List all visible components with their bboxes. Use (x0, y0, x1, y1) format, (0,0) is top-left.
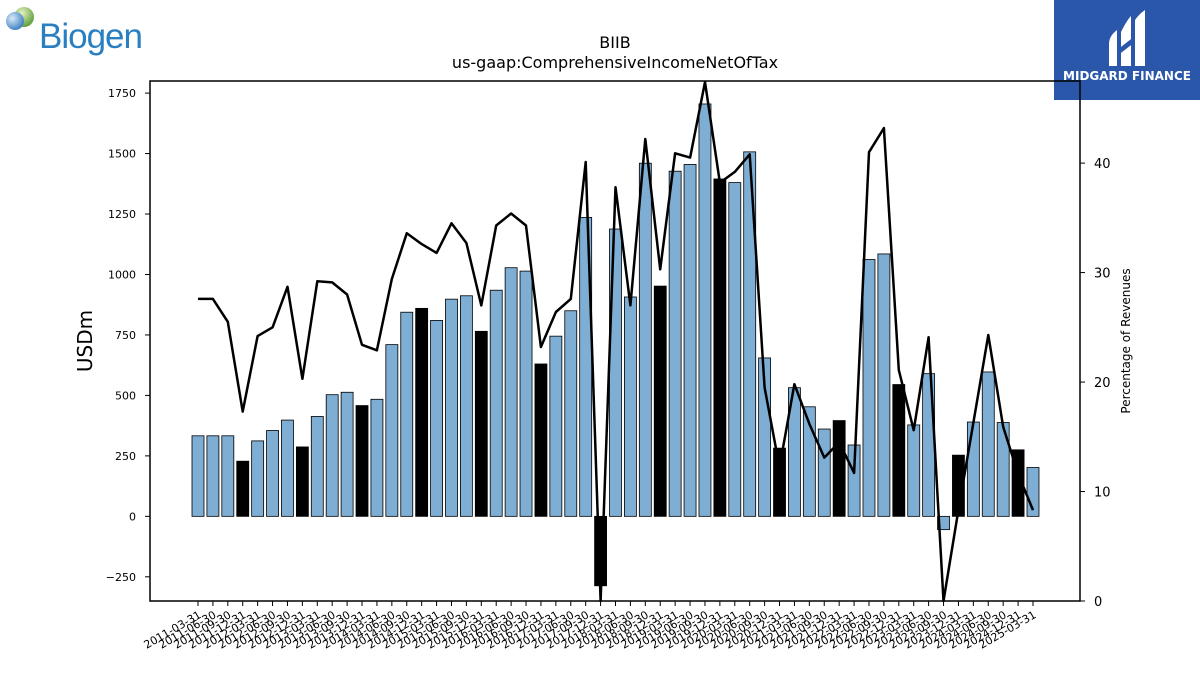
y-axis-ticks: −250 0 250 500 750 1000 1250 1500 1750 (106, 87, 150, 584)
bar (385, 344, 399, 517)
y2-tick-label: 0 (1094, 595, 1102, 610)
bar (937, 515, 950, 531)
bar (683, 164, 697, 517)
bar (221, 435, 235, 517)
y2-tick-label: 20 (1094, 376, 1111, 391)
y2-tick-label: 40 (1094, 157, 1111, 172)
bar (519, 270, 533, 517)
y2-tick-label: 30 (1094, 267, 1111, 282)
bar (549, 335, 563, 517)
bar (892, 384, 906, 517)
bar (459, 295, 473, 517)
bar (340, 391, 354, 517)
y-tick-label: 0 (129, 510, 136, 523)
bar (743, 151, 757, 517)
bar (251, 440, 265, 517)
midgard-finance-badge: MIDGARD FINANCE (1054, 0, 1200, 100)
plot-frame (149, 80, 1081, 602)
bar (773, 447, 786, 517)
bar (415, 307, 429, 517)
bar (832, 420, 846, 517)
y-tick-label: 1000 (108, 268, 136, 281)
bar (236, 460, 250, 517)
bar (281, 419, 294, 517)
y-tick-label: 500 (115, 389, 136, 402)
bar (206, 435, 220, 517)
bar (504, 267, 518, 517)
bar (981, 371, 995, 517)
bar (534, 363, 548, 517)
bar (624, 296, 637, 517)
bar (907, 424, 921, 517)
biogen-logo: Biogen (4, 4, 154, 56)
percentage-line (198, 80, 1035, 603)
y2-tick-label: 10 (1094, 486, 1111, 501)
y-tick-label: 250 (115, 450, 136, 463)
bar (653, 285, 667, 517)
bar (400, 311, 414, 517)
bar (713, 178, 727, 517)
badge-label: MIDGARD FINANCE (1063, 69, 1191, 83)
midgard-logo-icon (1109, 10, 1145, 66)
bar (430, 320, 443, 517)
bar (445, 298, 458, 517)
bar (638, 162, 652, 517)
bar (817, 428, 831, 517)
x-axis-ticks: 2011-03-312011-06-302011-09-302011-12-31… (142, 601, 1039, 652)
chart-title: BIIB (599, 33, 630, 52)
bar (325, 394, 339, 517)
bar (564, 310, 578, 517)
bar (728, 182, 742, 517)
bar (802, 406, 816, 517)
y2-axis-ticks: 0 10 20 30 40 (1080, 157, 1111, 610)
chart-subtitle: us-gaap:ComprehensiveIncomeNetOfTax (452, 53, 778, 72)
bar (668, 170, 682, 517)
y-tick-label: 1500 (108, 148, 136, 161)
y-tick-label: 1750 (108, 87, 136, 100)
bar (474, 330, 488, 517)
bar (295, 446, 309, 517)
y-tick-label: 750 (115, 329, 136, 342)
bar (191, 435, 205, 517)
y-axis-label: USDm (73, 310, 97, 372)
bar-series (191, 103, 1040, 587)
bar (877, 253, 891, 517)
bar (355, 405, 369, 517)
logo-sphere-icon (6, 7, 34, 30)
bar (862, 259, 876, 517)
y2-axis-label: Percentage of Revenues (1119, 268, 1133, 413)
bar (847, 444, 861, 517)
bar (310, 416, 324, 517)
bar (370, 398, 384, 517)
bar (489, 289, 503, 517)
y-tick-label: 1250 (108, 208, 136, 221)
bar (698, 103, 712, 517)
brand-name: Biogen (39, 17, 143, 56)
bar (966, 421, 980, 517)
bar (266, 430, 279, 517)
y-tick-label: −250 (106, 571, 136, 584)
